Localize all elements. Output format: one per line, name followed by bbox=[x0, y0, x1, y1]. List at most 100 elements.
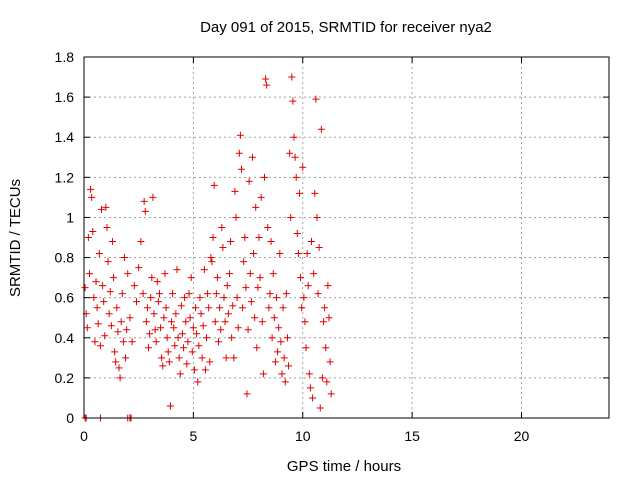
data-point bbox=[298, 304, 306, 312]
data-point bbox=[111, 348, 119, 356]
data-point bbox=[280, 354, 288, 362]
data-point bbox=[123, 326, 131, 334]
data-point bbox=[305, 370, 313, 378]
data-point bbox=[264, 223, 272, 231]
y-tick-label: 0 bbox=[66, 410, 74, 426]
data-point bbox=[96, 342, 104, 350]
data-point bbox=[311, 189, 319, 197]
data-point bbox=[290, 133, 298, 141]
grid bbox=[84, 57, 609, 418]
data-point bbox=[181, 294, 189, 302]
data-point bbox=[159, 362, 167, 370]
data-point bbox=[158, 354, 166, 362]
data-point bbox=[110, 274, 118, 282]
y-tick-label: 1.2 bbox=[55, 169, 75, 185]
data-point bbox=[124, 270, 132, 278]
data-point bbox=[230, 354, 238, 362]
data-point bbox=[228, 334, 236, 342]
x-axis-label: GPS time / hours bbox=[287, 458, 401, 475]
data-point bbox=[172, 310, 180, 318]
data-point bbox=[171, 342, 179, 350]
data-point bbox=[246, 270, 254, 278]
data-point bbox=[116, 374, 124, 382]
data-point bbox=[148, 274, 156, 282]
data-point bbox=[323, 378, 331, 386]
data-point bbox=[240, 258, 248, 266]
data-point bbox=[130, 282, 138, 290]
data-point bbox=[204, 290, 212, 298]
data-point bbox=[241, 234, 249, 241]
data-point bbox=[149, 193, 157, 201]
data-point bbox=[163, 334, 171, 342]
data-point bbox=[238, 165, 245, 173]
data-point bbox=[106, 288, 114, 296]
data-point bbox=[245, 177, 253, 185]
data-point bbox=[143, 304, 151, 312]
y-tick-label: 1.8 bbox=[55, 49, 75, 65]
data-point bbox=[313, 213, 321, 221]
data-point bbox=[119, 338, 127, 346]
data-point bbox=[212, 290, 220, 298]
data-point bbox=[180, 344, 188, 352]
data-point bbox=[297, 274, 305, 282]
data-point bbox=[189, 324, 197, 332]
data-point bbox=[294, 250, 302, 258]
data-point bbox=[327, 390, 335, 398]
data-point bbox=[104, 258, 112, 266]
data-point bbox=[161, 270, 169, 278]
data-point bbox=[99, 282, 107, 290]
data-point bbox=[258, 318, 266, 326]
data-point bbox=[233, 294, 241, 302]
data-point bbox=[213, 274, 221, 282]
data-point bbox=[263, 81, 271, 89]
data-point bbox=[288, 73, 296, 81]
data-point bbox=[194, 378, 202, 386]
data-point bbox=[105, 310, 113, 318]
data-point bbox=[277, 338, 285, 346]
data-point bbox=[223, 282, 231, 290]
data-point bbox=[157, 324, 165, 332]
data-point bbox=[316, 404, 324, 412]
data-point bbox=[295, 189, 303, 197]
data-point bbox=[256, 274, 264, 282]
data-point bbox=[152, 338, 160, 346]
data-point bbox=[293, 229, 301, 237]
data-point bbox=[248, 153, 256, 161]
data-point bbox=[168, 318, 175, 326]
data-point bbox=[250, 250, 258, 258]
data-point bbox=[112, 358, 120, 366]
data-point bbox=[126, 314, 134, 322]
data-point bbox=[309, 394, 317, 402]
data-point bbox=[282, 290, 290, 298]
data-point bbox=[234, 324, 242, 332]
data-point bbox=[283, 334, 291, 342]
data-point bbox=[236, 131, 244, 139]
data-point bbox=[318, 374, 326, 382]
data-point bbox=[325, 314, 333, 322]
data-point bbox=[320, 318, 328, 326]
data-point bbox=[287, 213, 295, 221]
data-point bbox=[216, 304, 224, 312]
data-point bbox=[317, 125, 325, 133]
data-point bbox=[255, 234, 263, 241]
data-point bbox=[118, 290, 126, 298]
data-point bbox=[275, 324, 283, 332]
data-point bbox=[137, 238, 145, 246]
x-tick-label: 20 bbox=[514, 428, 530, 444]
data-point bbox=[117, 318, 125, 326]
data-point bbox=[324, 282, 332, 290]
x-tick-label: 0 bbox=[80, 428, 88, 444]
data-point bbox=[259, 370, 267, 378]
data-point bbox=[211, 318, 219, 326]
data-point bbox=[183, 360, 191, 368]
data-point bbox=[95, 250, 103, 258]
data-point bbox=[243, 390, 251, 398]
x-tick-label: 10 bbox=[295, 428, 311, 444]
data-point bbox=[175, 354, 183, 362]
data-point bbox=[247, 298, 255, 306]
data-point bbox=[200, 266, 208, 274]
data-point bbox=[208, 258, 216, 266]
data-point bbox=[322, 344, 330, 352]
data-point bbox=[162, 304, 170, 312]
